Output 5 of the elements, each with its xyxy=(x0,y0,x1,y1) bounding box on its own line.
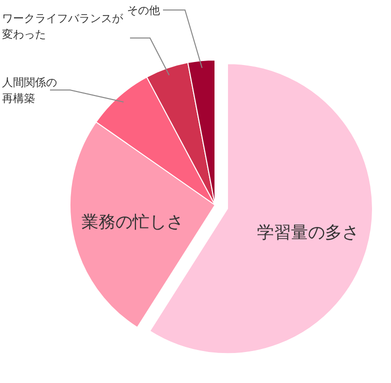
slice-label: ワークライフバランスが変わった xyxy=(2,12,124,41)
slice-label: 人間関係の再構築 xyxy=(2,76,57,105)
slice-label: その他 xyxy=(127,4,160,17)
slice-label: 学習量の多さ xyxy=(257,223,360,244)
slice-label: 業務の忙しさ xyxy=(82,212,184,233)
